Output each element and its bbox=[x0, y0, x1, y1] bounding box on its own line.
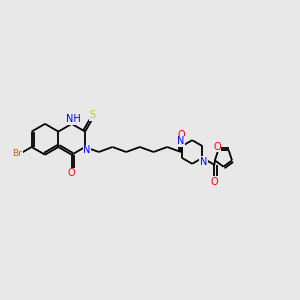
Text: S: S bbox=[90, 110, 96, 120]
Text: N: N bbox=[83, 145, 91, 155]
Text: O: O bbox=[68, 168, 76, 178]
Text: O: O bbox=[213, 142, 221, 152]
Text: O: O bbox=[177, 130, 185, 140]
Text: N: N bbox=[200, 157, 207, 167]
Text: N: N bbox=[177, 136, 184, 146]
Text: Br: Br bbox=[12, 149, 22, 158]
Text: NH: NH bbox=[66, 114, 81, 124]
Text: O: O bbox=[211, 177, 218, 187]
